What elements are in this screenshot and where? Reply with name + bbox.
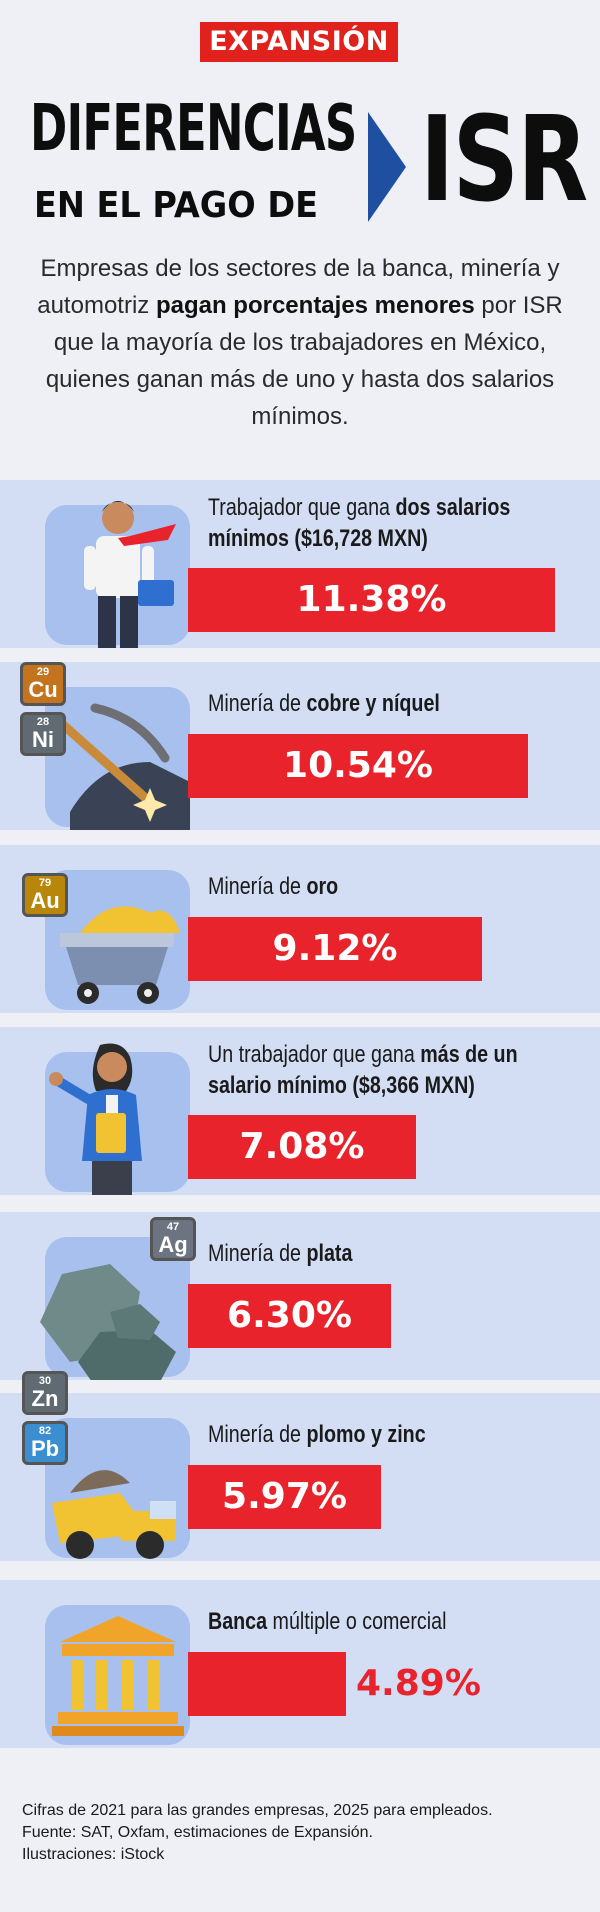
value-label: 6.30% [227, 1295, 352, 1336]
footer-credits: Ilustraciones: iStock [22, 1846, 165, 1863]
title-line-1: DIFERENCIAS [30, 92, 357, 166]
element-badge: 82 Pb [22, 1421, 68, 1465]
element-badge: 79 Au [22, 873, 68, 917]
bar [188, 568, 555, 632]
chart-row: Un trabajador que gana más de un salario… [0, 1027, 600, 1195]
businessman-icon [84, 501, 176, 648]
element-badge: 47 Ag [150, 1217, 196, 1261]
element-symbol: Zn [31, 1386, 59, 1411]
category-label: Un trabajador que gana más de un salario… [208, 1041, 518, 1099]
chevron-right-icon [368, 112, 406, 222]
gold-cart-icon [60, 906, 180, 1004]
intro-part-1: Empresas de los sectores de la banca, mi… [37, 255, 560, 319]
intro-bold: pagan porcentajes menores [155, 292, 475, 319]
chart-row: 47 Ag Minería de plata 6.30% [0, 1212, 600, 1380]
bar [188, 1652, 346, 1716]
footer: Cifras de 2021 para las grandes empresas… [22, 1800, 582, 1866]
intro-text: Empresas de los sectores de la banca, mi… [24, 250, 576, 435]
element-number: 30 [38, 1375, 52, 1387]
bar [188, 1284, 391, 1348]
chart-row: 30 Zn 82 Pb Minería de plomo y zinc 5.97% [0, 1371, 600, 1561]
title-line-2: EN EL PAGO DE [34, 185, 319, 226]
element-badge: 30 Zn [22, 1371, 68, 1415]
value-label: 11.38% [296, 579, 447, 620]
chart-row: 29 Cu 28 Ni Minería de cobre y níquel 10.54% [0, 662, 600, 830]
element-number: 47 [166, 1221, 180, 1233]
pickaxe-icon [55, 703, 190, 830]
chart-row: Trabajador que gana dos salarios mínimos… [0, 480, 600, 648]
bar [188, 917, 482, 981]
category-label: Minería de plata [208, 1240, 353, 1267]
footer-note: Cifras de 2021 para las grandes empresas… [22, 1802, 493, 1819]
value-label: 7.08% [239, 1126, 365, 1167]
intro-part-2: por ISR que la mayoría de los trabajador… [45, 292, 563, 430]
element-symbol: Cu [28, 677, 58, 702]
dump-truck-icon [52, 1470, 176, 1559]
bank-icon [52, 1616, 184, 1736]
footer-source: Fuente: SAT, Oxfam, estimaciones de Expa… [22, 1824, 373, 1841]
woman-worker-icon [49, 1043, 142, 1195]
category-label: Minería de cobre y níquel [208, 690, 440, 717]
category-label: Trabajador que gana dos salarios mínimos… [208, 494, 511, 552]
element-badge: 28 Ni [20, 712, 66, 756]
value-label: 4.89% [356, 1663, 481, 1704]
element-number: 82 [38, 1425, 52, 1437]
bar [188, 734, 528, 798]
value-label: 5.97% [222, 1476, 347, 1517]
rocks-icon [40, 1264, 176, 1380]
category-label: Minería de oro [208, 873, 339, 900]
element-number: 28 [36, 716, 50, 728]
value-label: 10.54% [283, 745, 433, 786]
element-number: 79 [38, 877, 52, 889]
category-label: Banca múltiple o comercial [208, 1608, 447, 1635]
chart-row: Banca múltiple o comercial 4.89% [0, 1580, 600, 1748]
element-badge: 29 Cu [20, 662, 66, 706]
element-symbol: Ag [158, 1232, 188, 1257]
chart-row: 79 Au Minería de oro 9.12% [0, 845, 600, 1013]
bar [188, 1115, 416, 1179]
category-label: Minería de plomo y zinc [208, 1421, 426, 1448]
element-symbol: Pb [30, 1436, 60, 1461]
brand-logo: EXPANSIÓN [200, 22, 398, 62]
element-symbol: Ni [32, 727, 54, 752]
title-isr: ISR [420, 90, 588, 228]
element-number: 29 [36, 666, 50, 678]
value-label: 9.12% [272, 928, 398, 969]
element-symbol: Au [30, 888, 60, 913]
bar [188, 1465, 381, 1529]
header: EXPANSIÓN DIFERENCIAS EN EL PAGO DE ISR … [0, 0, 600, 470]
